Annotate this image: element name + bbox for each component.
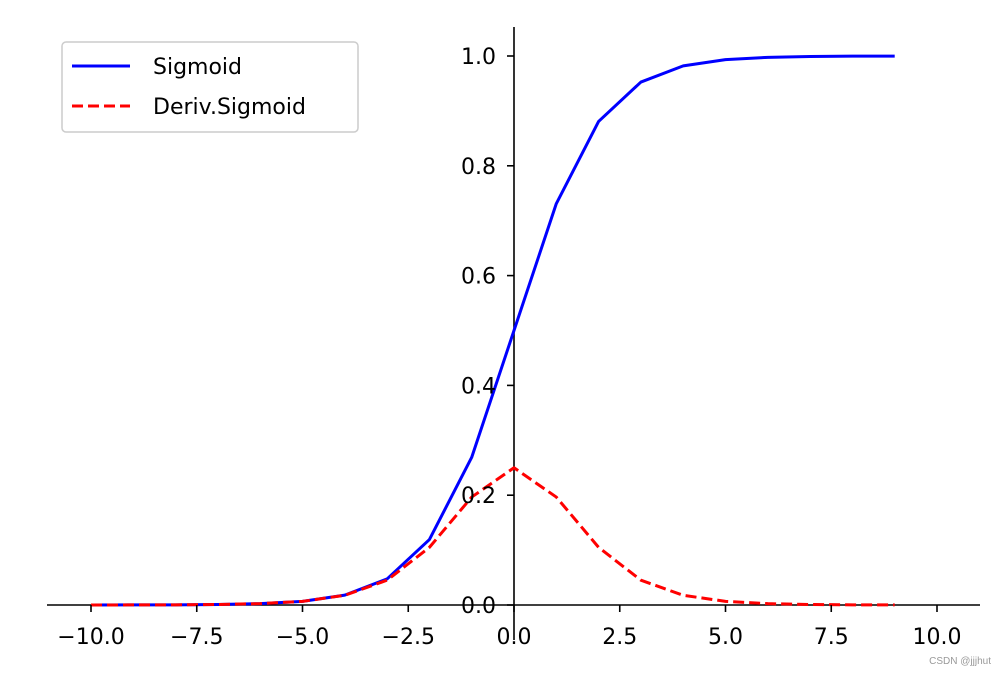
y-tick-label: 0.2 bbox=[461, 484, 496, 509]
x-tick-label: −5.0 bbox=[276, 625, 329, 650]
legend: Sigmoid Deriv.Sigmoid bbox=[61, 41, 359, 133]
legend-label: Deriv.Sigmoid bbox=[153, 95, 306, 120]
tick-labels: −10.0 −7.5 −5.0 −2.5 0.0 2.5 5.0 7.5 10.0 0.0 0.2 0… bbox=[57, 45, 961, 650]
y-tick-label: 0.8 bbox=[461, 155, 496, 180]
series-line-deriv-sigmoid bbox=[90, 466, 895, 607]
y-tick-label: 0.0 bbox=[461, 594, 496, 619]
x-tick-label: −2.5 bbox=[382, 625, 435, 650]
y-tick-label: 0.6 bbox=[461, 265, 496, 290]
x-tick-label: 0.0 bbox=[497, 625, 532, 650]
x-tick-label: 2.5 bbox=[602, 625, 637, 650]
plot-lines bbox=[90, 54, 895, 607]
watermark-text: CSDN @jjjhut bbox=[929, 656, 991, 667]
legend-box bbox=[61, 41, 359, 133]
x-tick-label: 7.5 bbox=[814, 625, 849, 650]
x-tick-label: −7.5 bbox=[170, 625, 223, 650]
x-tick-label: 5.0 bbox=[708, 625, 743, 650]
legend-label: Sigmoid bbox=[153, 55, 242, 80]
x-tick-label: 10.0 bbox=[913, 625, 962, 650]
x-tick-label: −10.0 bbox=[57, 625, 124, 650]
y-tick-label: 1.0 bbox=[461, 45, 496, 70]
series-line-sigmoid bbox=[90, 54, 895, 607]
y-tick-label: 0.4 bbox=[461, 374, 496, 399]
